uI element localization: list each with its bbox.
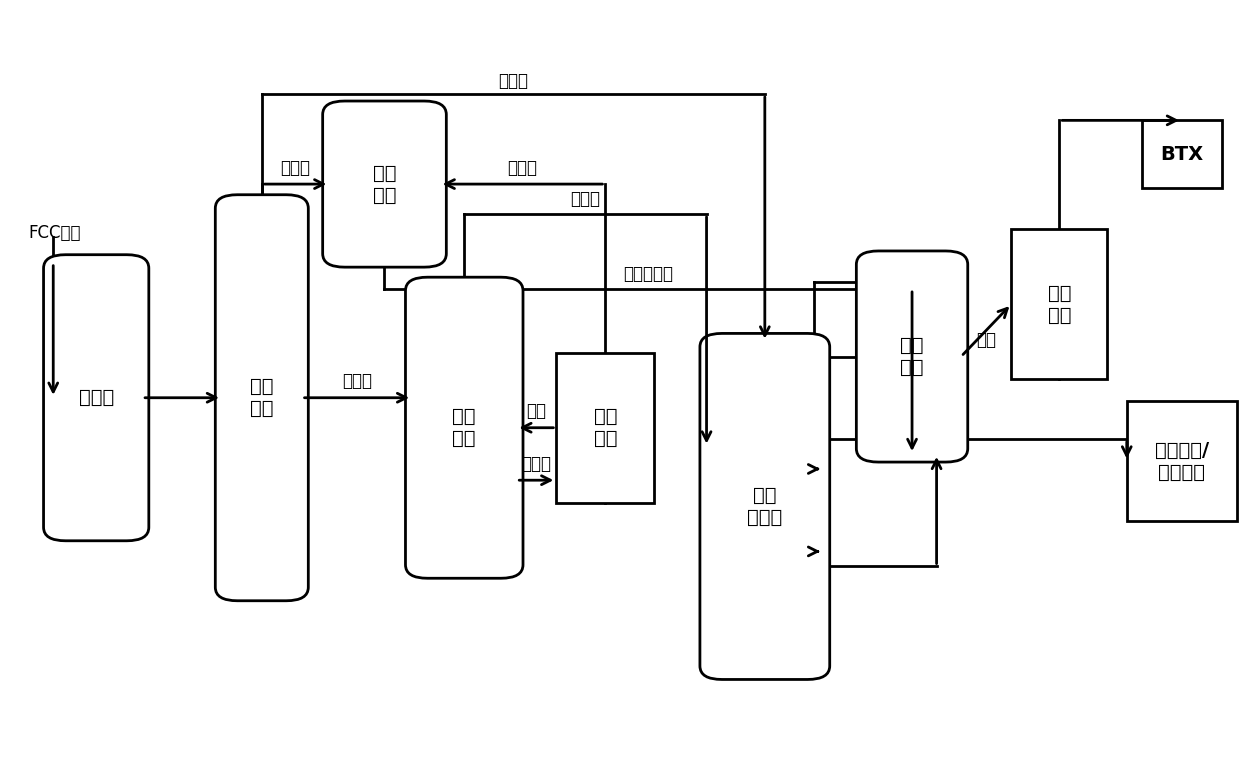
Text: 萃余油: 萃余油	[570, 190, 600, 208]
Text: 加氢
脱硫: 加氢 脱硫	[373, 164, 397, 205]
Text: 脱硫重馏分: 脱硫重馏分	[624, 265, 673, 283]
Bar	[1142, 121, 1221, 188]
Bar	[1012, 229, 1107, 379]
Text: 蒸馏
切割: 蒸馏 切割	[250, 377, 274, 418]
FancyBboxPatch shape	[43, 255, 149, 540]
Text: 重馏分: 重馏分	[280, 158, 310, 177]
Text: 轻烯: 轻烯	[976, 331, 996, 349]
FancyBboxPatch shape	[699, 334, 830, 679]
Bar	[1127, 402, 1238, 522]
Text: 溶剂
萃取: 溶剂 萃取	[453, 407, 476, 448]
FancyBboxPatch shape	[322, 101, 446, 267]
Text: 乙烯原料/
汽油组分: 乙烯原料/ 汽油组分	[1154, 441, 1209, 482]
Text: 轻烯
回收: 轻烯 回收	[594, 407, 618, 448]
Text: 富硫油: 富硫油	[507, 158, 537, 177]
FancyBboxPatch shape	[216, 195, 309, 601]
Text: 轻馏分: 轻馏分	[498, 71, 528, 89]
FancyBboxPatch shape	[857, 251, 967, 462]
Text: 缓和
芳构化: 缓和 芳构化	[748, 486, 782, 527]
Text: 萃取油: 萃取油	[521, 455, 552, 473]
Text: 轻烯: 轻烯	[526, 402, 547, 420]
Text: BTX: BTX	[1161, 145, 1204, 164]
FancyBboxPatch shape	[405, 277, 523, 578]
Text: 中馏分: 中馏分	[342, 372, 372, 390]
Text: 萃取
精馏: 萃取 精馏	[900, 336, 924, 377]
Bar	[557, 352, 655, 503]
Text: 预加氢: 预加氢	[78, 388, 114, 407]
Text: FCC汽油: FCC汽油	[29, 224, 81, 242]
Text: 轻烯
回收: 轻烯 回收	[1048, 283, 1071, 324]
